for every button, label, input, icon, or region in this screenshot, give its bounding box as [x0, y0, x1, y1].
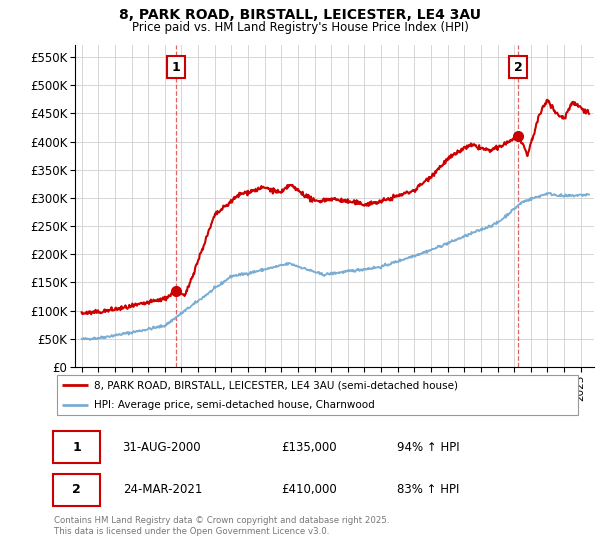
Text: 1: 1 — [172, 61, 180, 74]
Text: 1: 1 — [73, 441, 81, 454]
Text: 94% ↑ HPI: 94% ↑ HPI — [397, 441, 460, 454]
FancyBboxPatch shape — [53, 474, 100, 506]
Text: 31-AUG-2000: 31-AUG-2000 — [122, 441, 201, 454]
Text: 2: 2 — [514, 61, 523, 74]
Text: Price paid vs. HM Land Registry's House Price Index (HPI): Price paid vs. HM Land Registry's House … — [131, 21, 469, 34]
Text: HPI: Average price, semi-detached house, Charnwood: HPI: Average price, semi-detached house,… — [94, 400, 374, 410]
Text: 8, PARK ROAD, BIRSTALL, LEICESTER, LE4 3AU (semi-detached house): 8, PARK ROAD, BIRSTALL, LEICESTER, LE4 3… — [94, 380, 458, 390]
FancyBboxPatch shape — [56, 375, 578, 416]
Text: Contains HM Land Registry data © Crown copyright and database right 2025.
This d: Contains HM Land Registry data © Crown c… — [54, 516, 389, 536]
Text: 83% ↑ HPI: 83% ↑ HPI — [397, 483, 460, 496]
FancyBboxPatch shape — [53, 431, 100, 463]
Text: £135,000: £135,000 — [281, 441, 337, 454]
Text: 8, PARK ROAD, BIRSTALL, LEICESTER, LE4 3AU: 8, PARK ROAD, BIRSTALL, LEICESTER, LE4 3… — [119, 8, 481, 22]
Text: £410,000: £410,000 — [281, 483, 337, 496]
Text: 24-MAR-2021: 24-MAR-2021 — [122, 483, 202, 496]
Text: 2: 2 — [73, 483, 81, 496]
